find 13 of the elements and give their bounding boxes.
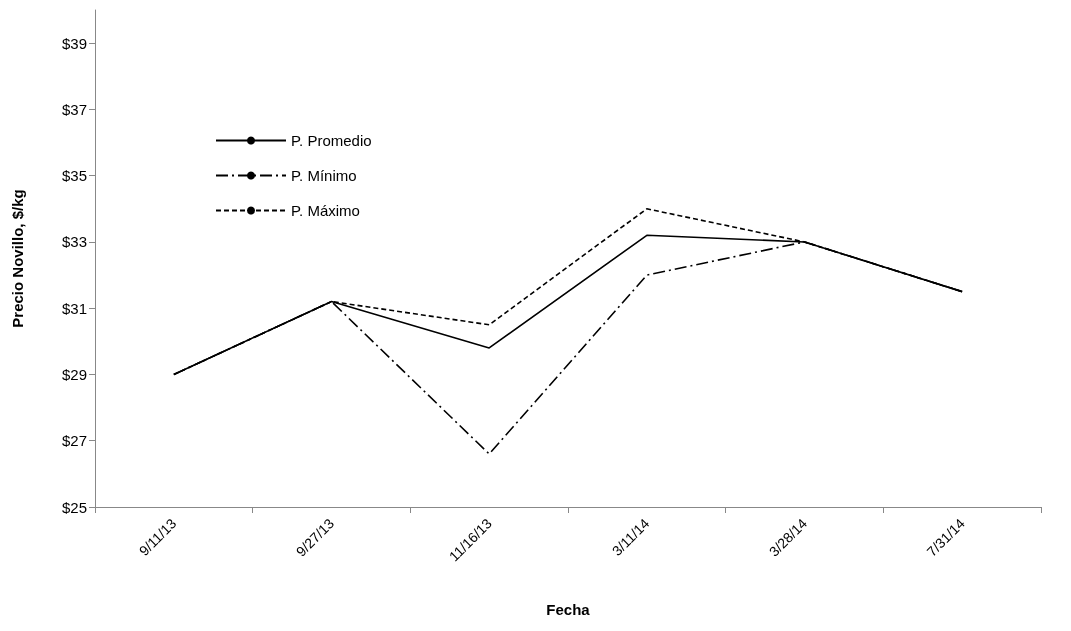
y-tick-label: $29 (61, 365, 87, 383)
legend-label: P. Máximo (291, 202, 360, 219)
x-axis-title: Fecha (546, 601, 591, 618)
y-tick-label: $37 (61, 100, 87, 118)
y-tick-label: $27 (61, 432, 87, 450)
y-tick-label: $35 (61, 167, 87, 185)
y-axis-title: Precio Novillo, $/kg (9, 189, 26, 328)
legend-label: P. Mínimo (291, 167, 357, 184)
y-tick-label: $33 (61, 233, 87, 251)
y-tick-label: $31 (61, 299, 87, 317)
y-tick-label: $39 (61, 34, 87, 52)
legend-label: P. Promedio (291, 132, 372, 149)
y-tick-label: $25 (61, 498, 87, 516)
